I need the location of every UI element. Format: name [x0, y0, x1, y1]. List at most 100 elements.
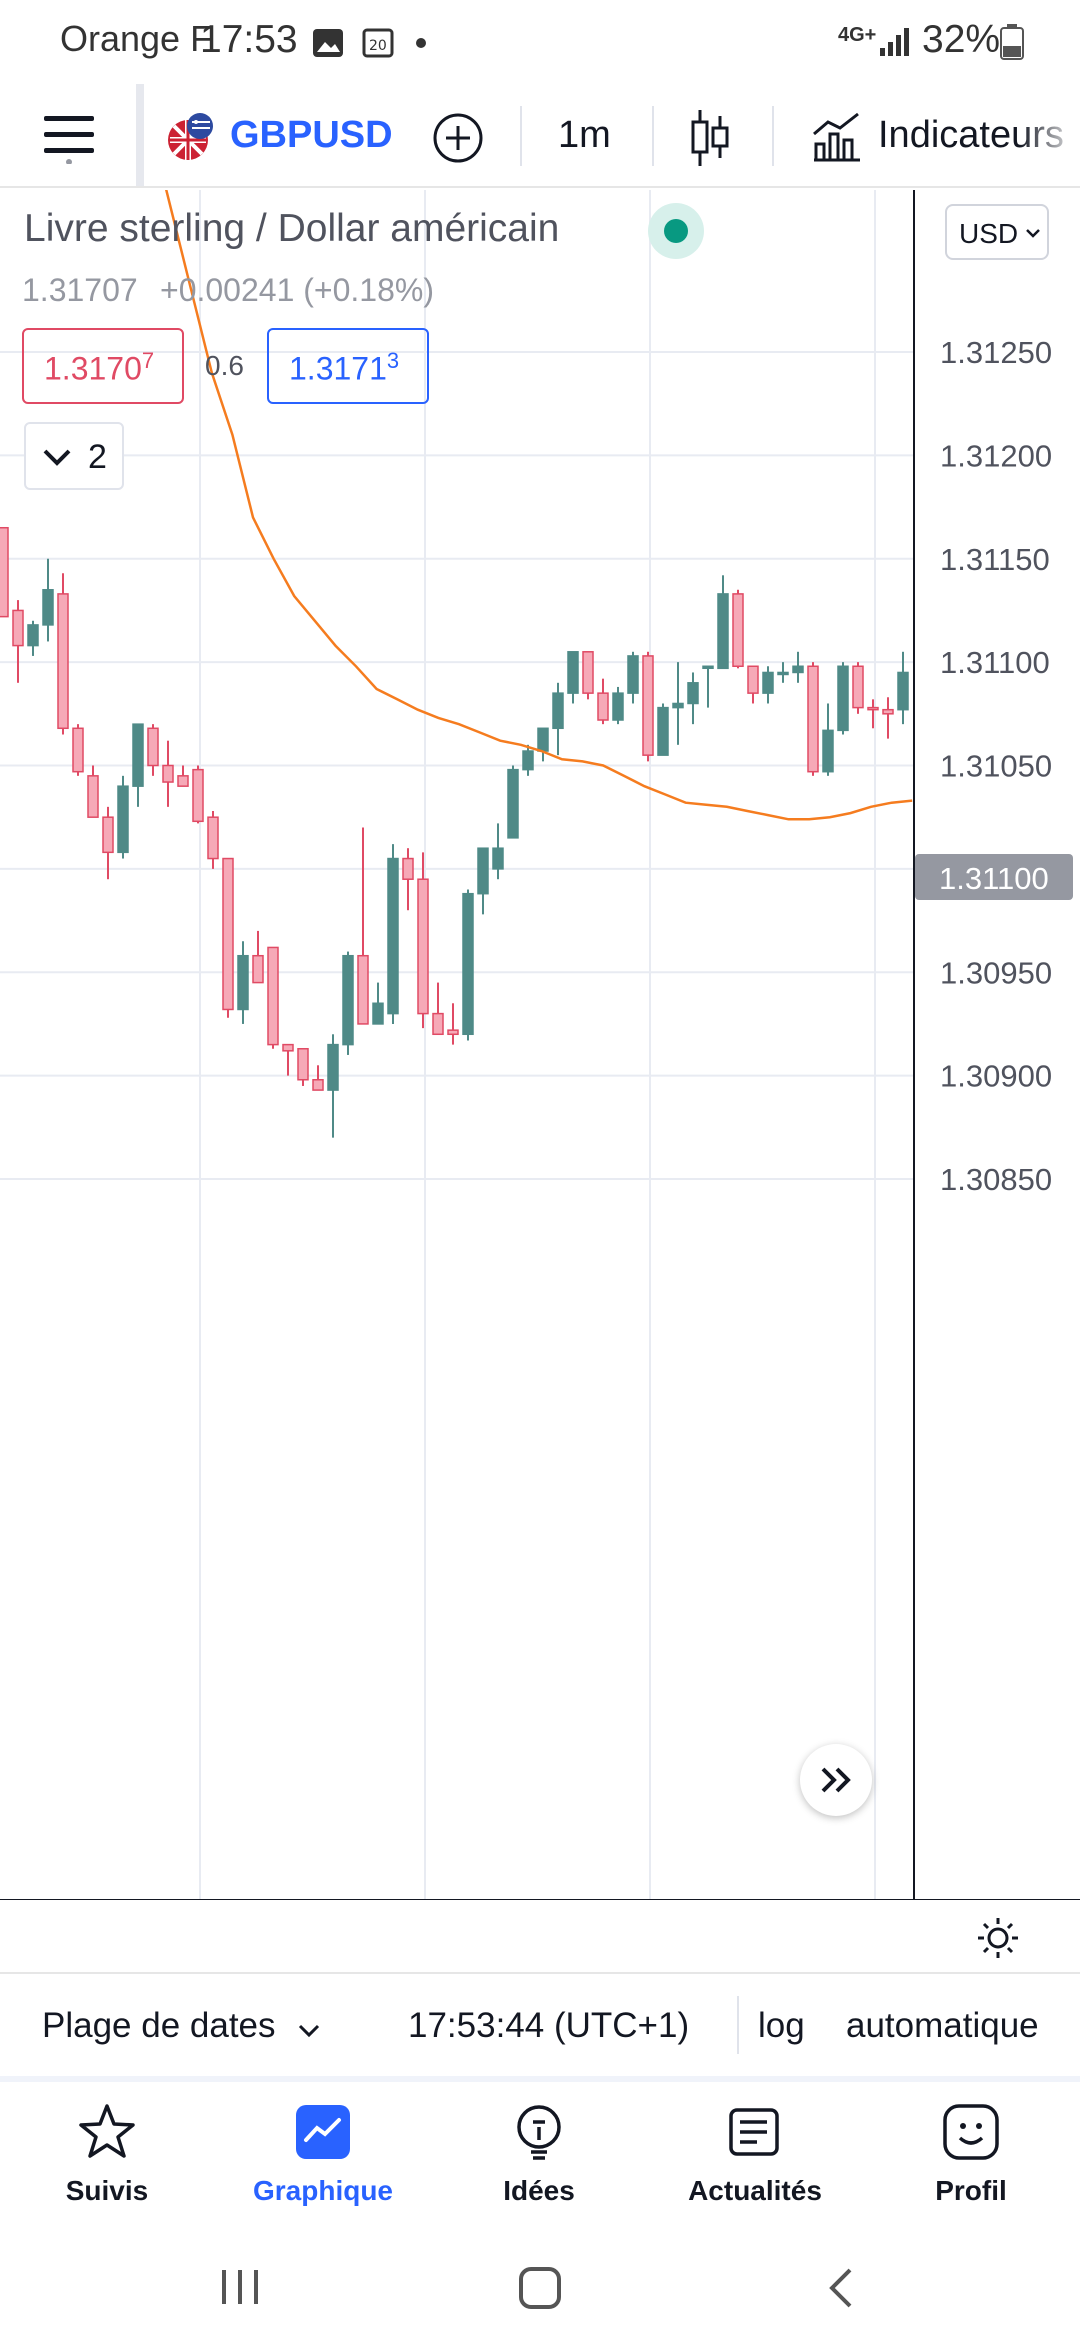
instrument-title: Livre sterling / Dollar américain	[24, 207, 560, 250]
clock-label[interactable]: 17:53:44 (UTC+1)	[408, 2006, 690, 2045]
date-bar: Plage de dates 17:53:44 (UTC+1) log auto…	[0, 1972, 1080, 2076]
dot-icon	[416, 38, 426, 48]
smiley-icon	[943, 2104, 999, 2160]
candle-body	[702, 665, 714, 670]
moving-average-line	[165, 190, 913, 821]
candle-body	[432, 1012, 444, 1036]
news-icon	[729, 2108, 779, 2156]
star-icon	[79, 2104, 135, 2158]
price-axis-label: 1.31250	[940, 335, 1052, 370]
ask-price: 1.3171	[289, 350, 387, 387]
menu-icon[interactable]	[44, 116, 94, 164]
sell-button[interactable]: 1.31707	[22, 328, 184, 404]
indicators-icon[interactable]	[810, 112, 862, 164]
candle-body	[177, 775, 189, 787]
candle-body	[762, 671, 774, 694]
price-chart[interactable]: 1.312501.312001.311501.311001.310501.310…	[0, 190, 1080, 1900]
candle-body	[792, 665, 804, 674]
candle-body	[27, 624, 39, 647]
bulb-icon	[517, 2105, 561, 2160]
candle-body	[207, 816, 219, 860]
log-scale-button[interactable]: log	[758, 2006, 805, 2045]
candle-body	[402, 857, 414, 880]
candle-body	[882, 708, 894, 715]
candle-body	[837, 665, 849, 732]
candle-body	[162, 764, 174, 783]
date-range-button[interactable]: Plage de dates	[42, 2006, 276, 2045]
candle-body	[312, 1079, 324, 1091]
bid-price: 1.3170	[44, 350, 142, 387]
back-icon[interactable]	[826, 2266, 856, 2310]
live-dot	[664, 219, 688, 243]
top-toolbar: GBPUSD 1m Indicateurs	[0, 84, 1080, 188]
candle-body	[447, 1029, 459, 1036]
auto-scale-button[interactable]: automatique	[846, 2006, 1039, 2045]
symbol-label[interactable]: GBPUSD	[230, 114, 393, 156]
candle-body	[582, 651, 594, 694]
interval-button[interactable]: 1m	[558, 114, 611, 156]
nav-label: Profil	[935, 2175, 1007, 2206]
nav-profile[interactable]: Profil	[881, 2102, 1061, 2207]
toolbar-separator	[772, 106, 774, 166]
candle-body	[117, 785, 129, 854]
currency-select[interactable]: USD	[945, 204, 1049, 260]
candle-body	[522, 750, 534, 771]
spread-value: 0.6	[205, 350, 244, 381]
battery-percent: 32%	[922, 18, 1001, 61]
buy-button[interactable]: 1.31713	[267, 328, 429, 404]
chevron-down-icon	[43, 449, 71, 466]
current-price-tag: 1.31100	[915, 854, 1073, 900]
add-compare-icon[interactable]	[432, 112, 484, 164]
bid-pip: 7	[141, 348, 155, 373]
nav-label: Idées	[503, 2175, 575, 2206]
candle-body	[672, 702, 684, 709]
candle-body	[852, 665, 864, 709]
candle-body	[147, 727, 159, 767]
candle-body	[687, 682, 699, 705]
candle-body	[717, 593, 729, 670]
candle-body	[627, 655, 639, 694]
double-chevron-right-icon	[821, 1767, 851, 1793]
candle-body	[732, 593, 744, 668]
candle-body	[342, 954, 354, 1046]
nav-label: Suivis	[65, 2175, 149, 2206]
candle-body	[72, 727, 84, 773]
settings-sun-icon[interactable]	[976, 1916, 1020, 1960]
market-status[interactable]	[648, 203, 704, 259]
candle-body	[597, 692, 609, 721]
chart-area[interactable]: 1.312501.312001.311501.311001.310501.310…	[0, 190, 1080, 1900]
toolbar-separator	[652, 106, 654, 166]
flag-gbp-usd-icon	[168, 113, 213, 160]
price-axis-label: 1.31150	[940, 542, 1050, 577]
scroll-to-realtime-button[interactable]	[800, 1744, 872, 1816]
candle-body	[372, 1002, 384, 1025]
nav-watchlist[interactable]: Suivis	[17, 2102, 197, 2207]
indicators-button[interactable]: Indicateurs	[878, 114, 1064, 156]
nav-news[interactable]: Actualités	[665, 2102, 845, 2207]
candle-body	[417, 878, 429, 1015]
nav-chart[interactable]: Graphique	[233, 2102, 413, 2207]
price-axis-label: 1.30950	[940, 955, 1052, 990]
candle-body	[282, 1043, 294, 1052]
status-time: 17:53	[200, 18, 298, 61]
currency-value: USD	[959, 218, 1019, 249]
notification-icon: 20	[362, 28, 394, 58]
candle-body	[387, 857, 399, 1015]
price-axis-label: 1.31100	[940, 645, 1050, 680]
datebar-separator	[737, 1996, 739, 2054]
candle-body	[657, 706, 669, 756]
collapse-indicators-button[interactable]: 2	[24, 422, 124, 490]
candle-body	[132, 723, 144, 787]
candle-body	[552, 692, 564, 730]
recent-apps-icon[interactable]	[218, 2266, 262, 2308]
candle-type-icon[interactable]	[690, 108, 730, 168]
candle-body	[327, 1043, 339, 1091]
nav-ideas[interactable]: Idées	[449, 2102, 629, 2207]
bottom-nav: Suivis Graphique Idées Actualités Profil	[0, 2076, 1080, 2236]
network-label: 4G+	[838, 24, 877, 46]
home-icon[interactable]	[518, 2266, 562, 2310]
price-change: +0.00241 (+0.18%)	[160, 272, 434, 308]
nav-label: Graphique	[252, 2175, 393, 2206]
candle-body	[867, 706, 879, 711]
candle-body	[897, 671, 909, 711]
